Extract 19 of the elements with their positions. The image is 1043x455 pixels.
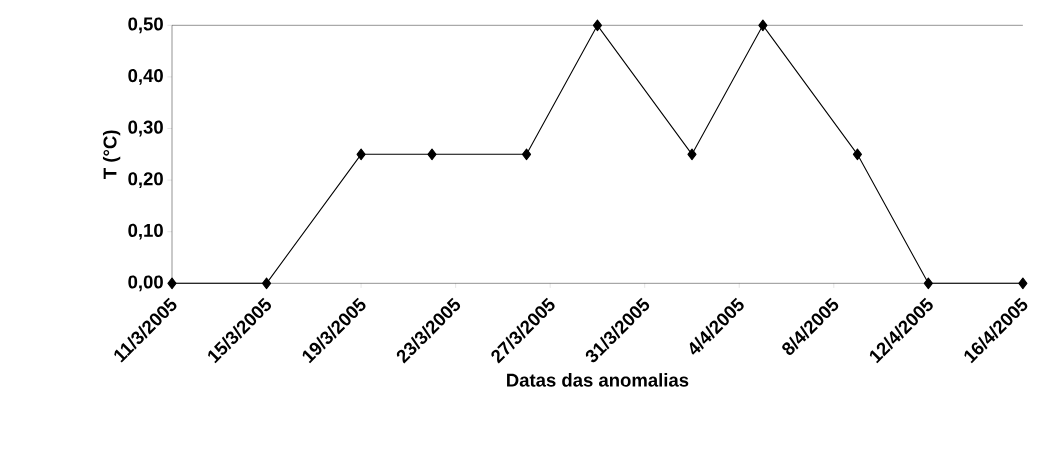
point [521, 148, 532, 161]
point [687, 148, 697, 161]
point [923, 277, 933, 290]
x-axis-title: Datas das anomalias [507, 372, 689, 387]
point [427, 148, 437, 161]
point [1018, 277, 1028, 290]
y-tick-label: 0,10 [128, 223, 163, 240]
point [167, 277, 177, 290]
point [592, 19, 602, 32]
point [356, 148, 366, 161]
point [852, 148, 862, 161]
point [261, 277, 272, 290]
y-tick-label: 0,20 [128, 172, 163, 188]
point [758, 19, 768, 32]
y-tick-label: 0,30 [128, 120, 163, 137]
y-axis-title: T (°C) [102, 130, 121, 179]
y-tick-label: 0,50 [128, 17, 163, 34]
y-tick-label: 0,00 [128, 275, 163, 292]
y-tick-label: 0,40 [128, 68, 163, 85]
